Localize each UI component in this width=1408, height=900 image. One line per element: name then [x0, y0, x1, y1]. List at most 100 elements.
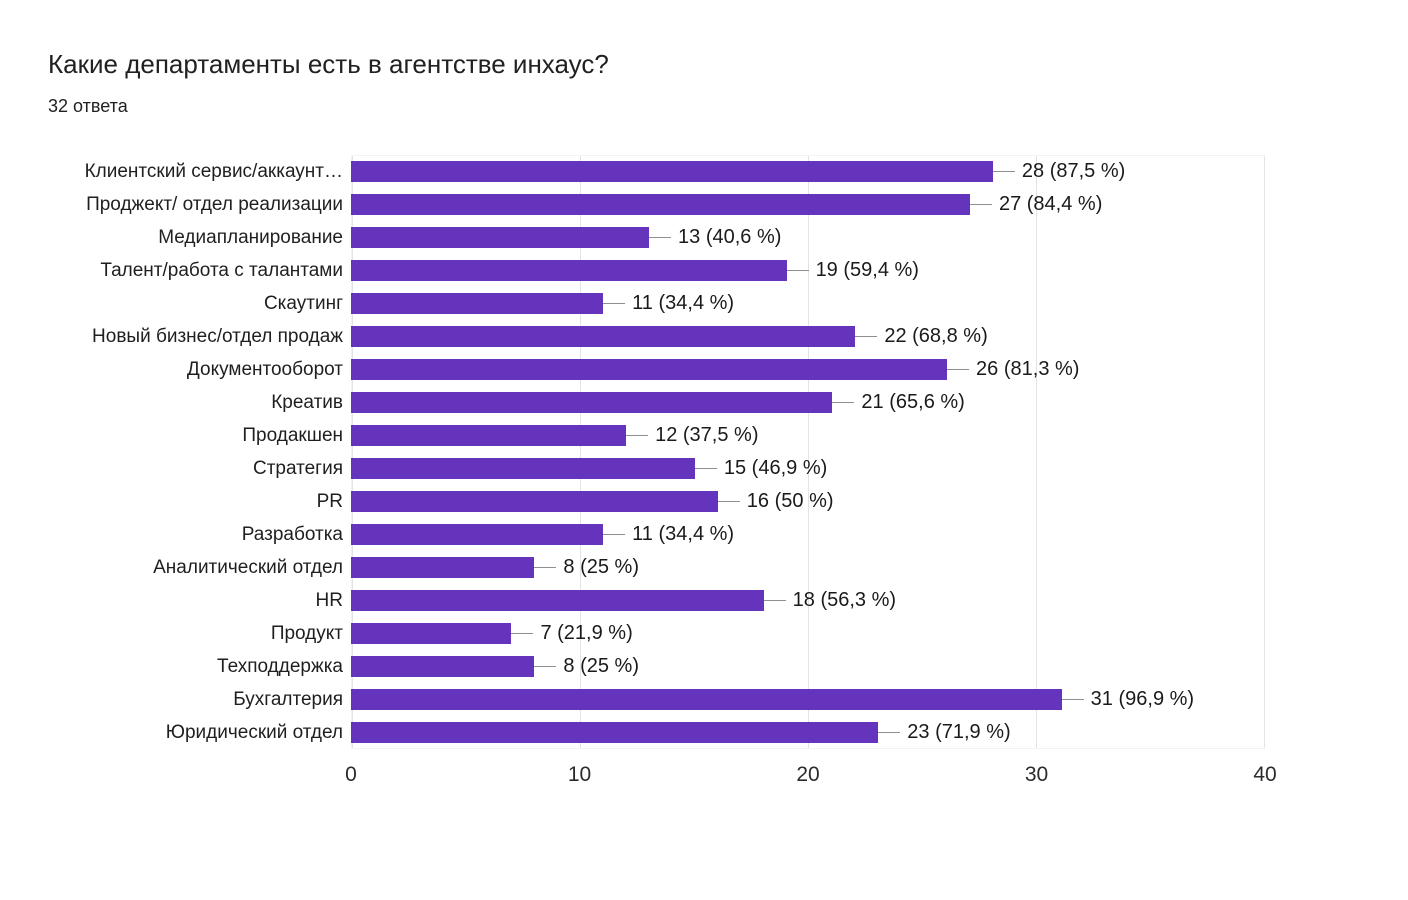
bar-cell: 21 (65,6 %)	[351, 386, 1268, 419]
category-label: Проджект/ отдел реализации	[86, 193, 343, 215]
bar-row: Проджект/ отдел реализации 27 (84,4 %)	[8, 188, 1268, 221]
value-label: 23 (71,9 %)	[907, 721, 1011, 743]
value-label: 12 (37,5 %)	[655, 424, 759, 446]
label-connector	[992, 171, 1015, 172]
bar	[351, 689, 1062, 710]
bar-cell: 19 (59,4 %)	[351, 254, 1268, 287]
bar	[351, 590, 764, 611]
label-connector	[786, 270, 809, 271]
bar	[351, 359, 948, 380]
bar	[351, 260, 787, 281]
bar-cell: 8 (25 %)	[351, 551, 1268, 584]
bar-row: Разработка 11 (34,4 %)	[8, 518, 1268, 551]
bar-cell: 12 (37,5 %)	[351, 419, 1268, 452]
bar-rows: Клиентский сервис/аккаунт… 28 (87,5 %) Про…	[8, 155, 1268, 749]
label-connector	[969, 204, 992, 205]
category-label: Креатив	[271, 391, 343, 413]
x-axis-tick-label: 10	[567, 763, 592, 786]
bar-row: HR 18 (56,3 %)	[8, 584, 1268, 617]
question-title: Какие департаменты есть в агентстве инха…	[48, 49, 609, 79]
gridline	[1036, 156, 1037, 748]
bar	[351, 458, 695, 479]
bar	[351, 326, 856, 347]
x-axis-tick-label: 0	[345, 763, 357, 786]
label-connector	[1061, 699, 1084, 700]
bar-row: Продукт 7 (21,9 %)	[8, 617, 1268, 650]
label-connector	[603, 534, 626, 535]
bar	[351, 656, 535, 677]
label-connector	[534, 666, 557, 667]
gridline	[808, 156, 809, 748]
x-axis-tick-label: 40	[1253, 763, 1277, 786]
value-label: 8 (25 %)	[563, 556, 639, 578]
bar-row: PR 16 (50 %)	[8, 485, 1268, 518]
label-connector	[649, 237, 672, 238]
bar-cell: 13 (40,6 %)	[351, 221, 1268, 254]
gridlines	[351, 155, 1265, 749]
bar-row: Техподдержка 8 (25 %)	[8, 650, 1268, 683]
bar-row: Бухгалтерия 31 (96,9 %)	[8, 683, 1268, 716]
bar	[351, 194, 970, 215]
bar-chart: Клиентский сервис/аккаунт… 28 (87,5 %) Про…	[8, 155, 1268, 749]
bar-cell: 7 (21,9 %)	[351, 617, 1268, 650]
category-label: Продакшен	[242, 424, 343, 446]
bar-cell: 16 (50 %)	[351, 485, 1268, 518]
value-label: 19 (59,4 %)	[815, 259, 919, 281]
bar-cell: 31 (96,9 %)	[351, 683, 1268, 716]
category-label: Клиентский сервис/аккаунт…	[84, 160, 343, 182]
label-connector	[511, 633, 534, 634]
value-label: 21 (65,6 %)	[861, 391, 965, 413]
category-label: HR	[315, 589, 343, 611]
bar-cell: 15 (46,9 %)	[351, 452, 1268, 485]
category-label: Новый бизнес/отдел продаж	[92, 325, 343, 347]
bar-cell: 27 (84,4 %)	[351, 188, 1268, 221]
bar	[351, 623, 512, 644]
bar-cell: 11 (34,4 %)	[351, 287, 1268, 320]
gridline	[352, 156, 353, 748]
bar	[351, 524, 604, 545]
label-connector	[694, 468, 717, 469]
bar-cell: 23 (71,9 %)	[351, 716, 1268, 749]
value-label: 11 (34,4 %)	[632, 523, 735, 545]
label-connector	[626, 435, 649, 436]
label-connector	[763, 600, 786, 601]
category-label: Медиапланирование	[158, 226, 343, 248]
category-label: Аналитический отдел	[153, 556, 343, 578]
label-connector	[832, 402, 855, 403]
bar-row: Новый бизнес/отдел продаж 22 (68,8 %)	[8, 320, 1268, 353]
gridline	[580, 156, 581, 748]
bar-row: Документооборот 26 (81,3 %)	[8, 353, 1268, 386]
bar-row: Юридический отдел 23 (71,9 %)	[8, 716, 1268, 749]
bar-cell: 22 (68,8 %)	[351, 320, 1268, 353]
category-label: Техподдержка	[217, 655, 343, 677]
bar	[351, 491, 718, 512]
bar-row: Стратегия 15 (46,9 %)	[8, 452, 1268, 485]
gridline	[1264, 156, 1265, 748]
category-label: Стратегия	[252, 457, 343, 479]
x-axis: 0 10 20 30 40	[345, 763, 1277, 791]
value-label: 11 (34,4 %)	[632, 292, 735, 314]
bar-cell: 26 (81,3 %)	[351, 353, 1268, 386]
label-connector	[717, 501, 740, 502]
value-label: 8 (25 %)	[563, 655, 639, 677]
bar	[351, 425, 627, 446]
category-label: Юридический отдел	[165, 721, 343, 743]
category-label: Разработка	[241, 523, 343, 545]
value-label: 26 (81,3 %)	[976, 358, 1080, 380]
category-label: PR	[316, 490, 343, 512]
value-label: 13 (40,6 %)	[678, 226, 782, 248]
label-connector	[603, 303, 626, 304]
bar	[351, 161, 993, 182]
bar-row: Клиентский сервис/аккаунт… 28 (87,5 %)	[8, 155, 1268, 188]
bar	[351, 722, 879, 743]
label-connector	[855, 336, 878, 337]
label-connector	[534, 567, 557, 568]
bar-cell: 8 (25 %)	[351, 650, 1268, 683]
bar	[351, 392, 833, 413]
value-label: 7 (21,9 %)	[540, 622, 633, 644]
category-label: Бухгалтерия	[233, 688, 343, 710]
value-label: 28 (87,5 %)	[1021, 160, 1126, 182]
bar-cell: 11 (34,4 %)	[351, 518, 1268, 551]
x-axis-tick-label: 20	[796, 763, 820, 786]
